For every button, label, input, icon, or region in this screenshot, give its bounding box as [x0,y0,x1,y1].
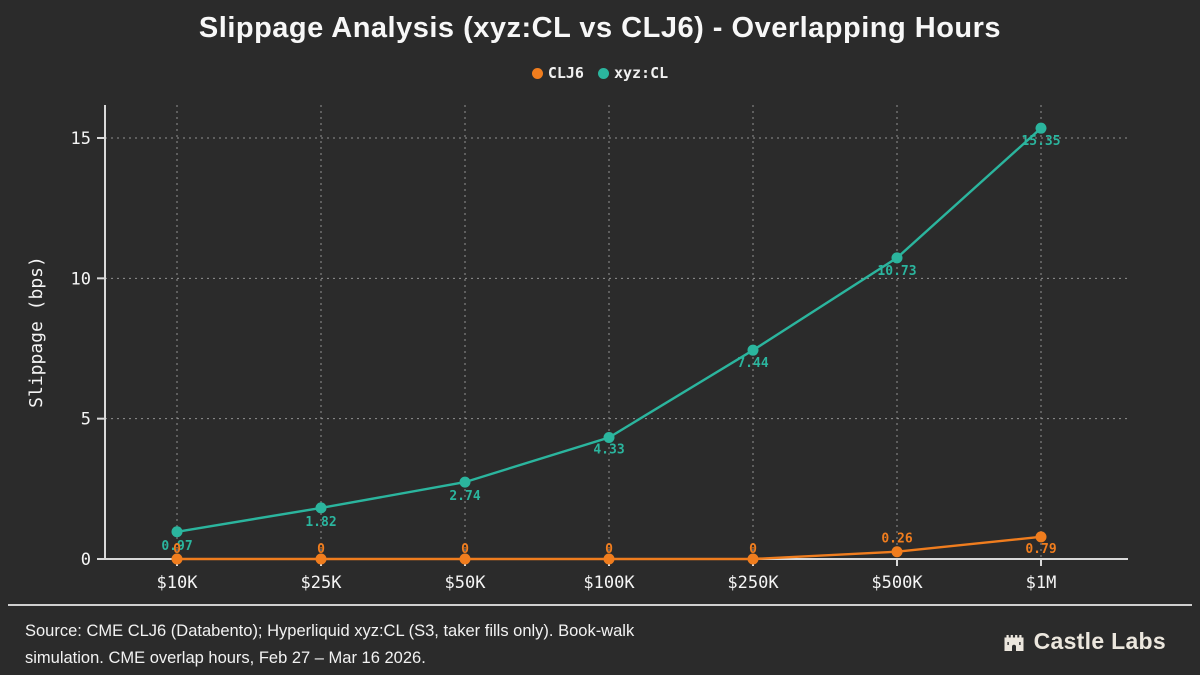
point-label-CLJ6: 0 [317,542,325,557]
data-point-xyz:CL [171,526,183,538]
data-point-xyz:CL [603,431,615,443]
chart-title: Slippage Analysis (xyz:CL vs CLJ6) - Ove… [198,12,1002,44]
data-point-xyz:CL [315,502,327,514]
brand-logo: Castle Labs [1002,628,1166,655]
x-tick-label: $100K [583,573,635,593]
x-tick-label: $500K [871,573,923,593]
point-label-CLJ6: 0.26 [881,532,912,547]
legend-item-clj6[interactable]: CLJ6 [531,64,584,82]
point-label-CLJ6: 0.79 [1025,542,1056,557]
data-point-CLJ6 [315,553,327,565]
data-point-xyz:CL [891,252,903,264]
point-label-xyz:CL: 10.73 [877,264,916,279]
point-label-xyz:CL: 1.82 [305,515,336,530]
xyzcl-legend-dot-icon [597,67,609,79]
point-label-CLJ6: 0 [605,542,613,557]
data-point-CLJ6 [459,553,471,565]
point-label-xyz:CL: 7.44 [737,356,768,371]
point-label-CLJ6: 0 [461,542,469,557]
footer-divider [8,604,1192,606]
brand-name: Castle Labs [1033,628,1166,654]
source-note-line1: Source: CME CLJ6 (Databento); Hyperliqui… [25,622,635,640]
point-label-CLJ6: 0 [749,542,757,557]
data-point-xyz:CL [459,476,471,488]
x-tick-label: $10K [157,573,199,593]
y-tick-label: 15 [71,129,91,149]
data-point-CLJ6 [1035,531,1047,543]
castle-icon [1004,634,1024,651]
x-tick-label: $50K [445,573,487,593]
data-point-CLJ6 [891,546,903,558]
legend: CLJ6 xyz:CL [0,64,1200,82]
legend-item-xyzcl[interactable]: xyz:CL [597,64,669,82]
legend-label-xyzcl: xyz:CL [613,64,669,82]
x-tick-label: $250K [727,573,779,593]
legend-label-clj6: CLJ6 [547,64,584,82]
data-point-xyz:CL [747,344,759,356]
source-note-line2: simulation. CME overlap hours, Feb 27 – … [25,648,426,667]
clj6-legend-dot-icon [531,67,543,79]
y-tick-label: 5 [81,410,91,430]
data-point-CLJ6 [747,553,759,565]
x-tick-label: $1M [1026,573,1057,593]
y-tick-label: 10 [71,269,91,289]
point-label-xyz:CL: 4.33 [593,442,624,457]
y-axis-title: Slippage (bps) [26,256,47,408]
point-label-CLJ6: 0 [173,542,181,557]
data-point-CLJ6 [603,553,615,565]
x-tick-label: $25K [301,573,343,593]
y-tick-label: 0 [81,550,91,570]
point-label-xyz:CL: 2.74 [449,489,480,504]
point-label-xyz:CL: 0.97 [161,539,192,554]
point-label-xyz:CL: 15.35 [1021,134,1060,149]
data-point-xyz:CL [1035,122,1047,134]
data-point-CLJ6 [171,553,183,565]
source-note: Source: CME CLJ6 (Databento); Hyperliqui… [25,618,785,671]
